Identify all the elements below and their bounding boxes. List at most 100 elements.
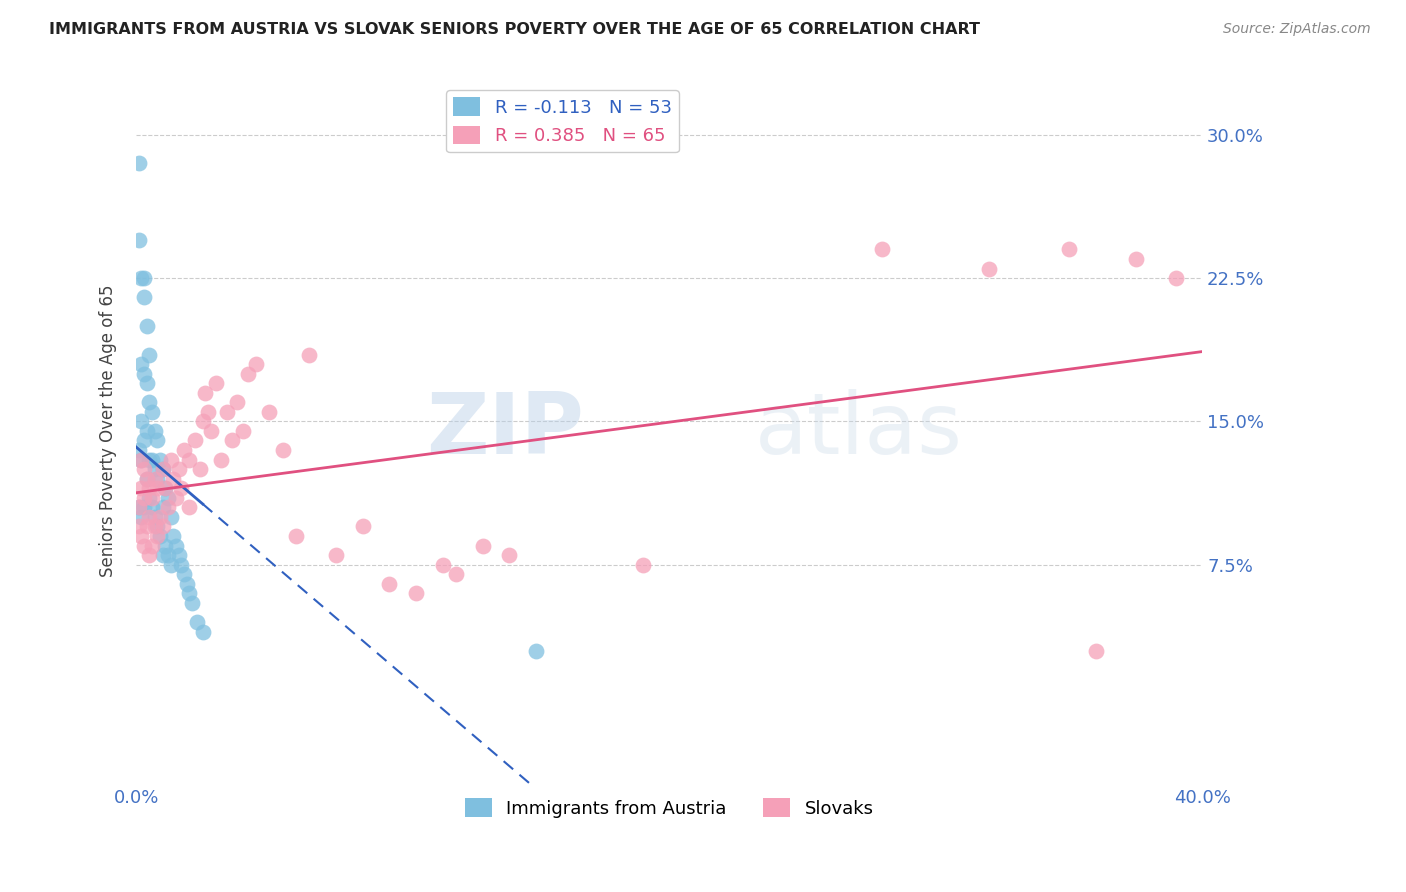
Point [155, 481, 177, 495]
Y-axis label: Seniors Poverty Over the Age of 65: Seniors Poverty Over the Age of 65 [100, 285, 117, 577]
Point [524, 643, 547, 657]
Point [352, 519, 374, 533]
Point [138, 395, 160, 409]
Text: IMMIGRANTS FROM AUSTRIA VS SLOVAK SENIORS POVERTY OVER THE AGE OF 65 CORRELATION: IMMIGRANTS FROM AUSTRIA VS SLOVAK SENIOR… [49, 22, 980, 37]
Point [194, 385, 217, 400]
Point [165, 491, 187, 505]
Point [132, 434, 155, 448]
Point [259, 405, 281, 419]
Point [215, 405, 238, 419]
Point [131, 510, 153, 524]
Point [167, 462, 190, 476]
Point [141, 539, 163, 553]
Point [132, 271, 155, 285]
Point [131, 271, 153, 285]
Point [200, 424, 222, 438]
Point [138, 510, 160, 524]
Point [444, 567, 467, 582]
Point [143, 510, 166, 524]
Point [162, 529, 184, 543]
Point [405, 586, 427, 600]
Point [1164, 271, 1187, 285]
Text: Source: ZipAtlas.com: Source: ZipAtlas.com [1223, 22, 1371, 37]
Point [271, 443, 294, 458]
Point [170, 481, 193, 495]
Point [138, 548, 160, 562]
Point [141, 452, 163, 467]
Point [138, 491, 160, 505]
Point [173, 567, 195, 582]
Point [162, 472, 184, 486]
Point [191, 624, 214, 639]
Point [471, 539, 494, 553]
Point [141, 500, 163, 515]
Point [209, 452, 232, 467]
Point [128, 233, 150, 247]
Point [146, 529, 169, 543]
Point [152, 519, 174, 533]
Point [141, 491, 163, 505]
Point [141, 405, 163, 419]
Point [135, 472, 157, 486]
Point [179, 586, 201, 600]
Text: ZIP: ZIP [426, 390, 583, 473]
Point [325, 548, 347, 562]
Point [152, 548, 174, 562]
Legend: Immigrants from Austria, Slovaks: Immigrants from Austria, Slovaks [458, 791, 880, 825]
Point [159, 558, 181, 572]
Point [155, 539, 177, 553]
Point [186, 615, 208, 629]
Point [173, 443, 195, 458]
Point [1125, 252, 1147, 266]
Point [179, 452, 201, 467]
Point [176, 576, 198, 591]
Point [432, 558, 454, 572]
Point [226, 395, 249, 409]
Point [146, 472, 169, 486]
Point [128, 500, 150, 515]
Point [167, 548, 190, 562]
Point [181, 596, 204, 610]
Point [135, 472, 157, 486]
Point [631, 558, 654, 572]
Point [132, 290, 155, 304]
Point [232, 424, 254, 438]
Point [143, 472, 166, 486]
Point [131, 452, 153, 467]
Point [170, 558, 193, 572]
Point [131, 414, 153, 428]
Point [132, 500, 155, 515]
Point [138, 452, 160, 467]
Point [205, 376, 228, 391]
Point [1084, 643, 1107, 657]
Point [143, 462, 166, 476]
Point [131, 481, 153, 495]
Point [152, 462, 174, 476]
Point [132, 491, 155, 505]
Point [131, 529, 153, 543]
Point [128, 443, 150, 458]
Point [132, 367, 155, 381]
Point [157, 548, 180, 562]
Point [197, 405, 219, 419]
Point [135, 519, 157, 533]
Point [132, 539, 155, 553]
Text: atlas: atlas [755, 390, 963, 473]
Point [135, 318, 157, 333]
Point [135, 424, 157, 438]
Point [498, 548, 520, 562]
Point [128, 500, 150, 515]
Point [157, 500, 180, 515]
Point [152, 500, 174, 515]
Point [159, 510, 181, 524]
Point [128, 519, 150, 533]
Point [149, 510, 172, 524]
Point [146, 519, 169, 533]
Point [184, 434, 207, 448]
Point [143, 519, 166, 533]
Point [1057, 243, 1080, 257]
Point [236, 367, 259, 381]
Point [149, 529, 172, 543]
Point [378, 576, 401, 591]
Point [146, 434, 169, 448]
